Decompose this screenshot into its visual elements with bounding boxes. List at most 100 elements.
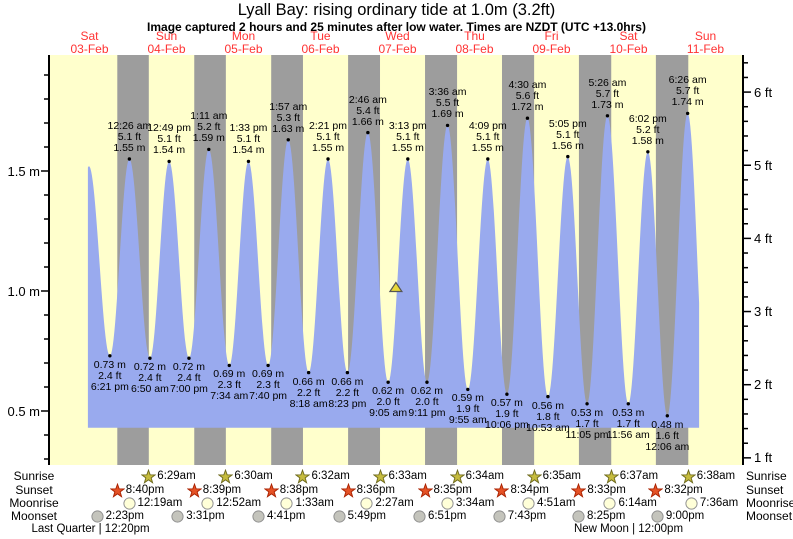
sunrise-row-label-right: Sunrise [746, 469, 787, 483]
low-tide-annotation: 0.69 m 2.3 ft 7:40 pm [233, 369, 303, 402]
low-tide-point-dot [345, 370, 350, 375]
low-tide-annotation-line: 2.0 ft [376, 396, 400, 409]
low-tide-annotation-line: 8:23 pm [328, 397, 367, 410]
low-tide-annotation-line: 10:53 am [526, 421, 570, 434]
low-tide-annotation-line: 0.53 m [570, 406, 604, 419]
moonrise-time: 12:19am [137, 496, 183, 509]
low-tide-annotation: 0.62 m 2.0 ft 9:11 pm [392, 386, 462, 419]
low-tide-annotation-line: 0.73 m [93, 358, 126, 371]
sunset-time: 8:35pm [433, 483, 472, 496]
moonset-event: 2:23pm [90, 509, 144, 524]
high-tide-annotation-line: 5.7 ft [675, 85, 700, 98]
day-name: Sat [80, 29, 99, 43]
high-tide-point-dot [127, 157, 132, 161]
moonset-icon [333, 509, 346, 523]
high-tide-annotation-line: 1.66 m [351, 115, 384, 128]
day-name: Sun [155, 29, 178, 43]
sunset-event: 8:35pm [417, 482, 472, 498]
low-tide-annotation: 0.56 m 1.8 ft 10:53 am [513, 399, 583, 434]
moonset-icon [252, 509, 265, 523]
sunset-icon [186, 482, 202, 498]
high-tide-annotation-line: 1.54 m [232, 144, 265, 157]
moonset-time: 3:31pm [186, 509, 225, 522]
moonset-event: 8:25pm [571, 509, 625, 524]
sunset-icon [340, 482, 356, 498]
moonrise-time: 6:14am [618, 496, 657, 509]
low-tide-annotation: 0.69 m 2.3 ft 7:34 am [194, 369, 264, 402]
high-tide-annotation: 4:30 am 5.6 ft 1.72 m [492, 80, 562, 113]
moonset-time: 9:00pm [665, 509, 705, 522]
high-tide-point-dot [646, 150, 650, 154]
high-tide-annotation: 6:02 pm 5.2 ft 1.58 m [613, 113, 683, 147]
high-tide-annotation-line: 3:36 am [428, 86, 467, 99]
high-tide-point-dot [685, 111, 690, 116]
high-tide-annotation: 12:49 pm 5.1 ft 1.54 m [134, 123, 204, 156]
low-tide-annotation: 0.66 m 2.2 ft 8:23 pm [312, 375, 382, 410]
right-axis-tick-label: 2 ft [754, 377, 773, 393]
low-tide-annotation-line: 0.66 m [331, 375, 364, 388]
moonrise-event: 3:34am [440, 496, 494, 511]
sunset-time: 8:38pm [279, 483, 319, 496]
sunrise-event: 6:29am [141, 468, 196, 484]
high-tide-point-dot [445, 123, 450, 128]
high-tide-annotation-line: 1.69 m [431, 108, 464, 121]
low-tide-point-dot [266, 363, 270, 368]
sunset-event: 8:36pm [340, 482, 395, 498]
high-tide-annotation: 5:26 am 5.7 ft 1.73 m [572, 77, 642, 111]
low-tide-annotation-line: 0.72 m [133, 361, 166, 374]
moonrise-event: 6:14am [602, 496, 657, 511]
sunrise-time: 6:29am [157, 469, 196, 482]
moonrise-event: 1:33am [279, 496, 334, 511]
day-date: 10-Feb [609, 42, 648, 56]
low-tide-annotation-line: 2.4 ft [138, 372, 162, 385]
day-label: Mon 05-Feb [202, 30, 286, 56]
high-tide-annotation-line: 12:49 pm [147, 122, 191, 135]
low-tide-annotation: 0.66 m 2.2 ft 8:18 am [274, 376, 344, 410]
low-tide-annotation-line: 0.59 m [451, 392, 484, 405]
low-tide-point-dot [148, 356, 152, 360]
high-tide-annotation-line: 5:05 pm [548, 117, 587, 130]
high-tide-annotation-line: 5.1 ft [316, 131, 340, 143]
sunrise-time: 6:30am [234, 469, 273, 482]
moonset-icon [493, 509, 506, 523]
sunset-time: 8:32pm [664, 483, 703, 496]
low-tide-annotation-line: 8:18 am [289, 397, 328, 410]
sunset-event: 8:38pm [263, 482, 319, 498]
sunrise-time: 6:35am [542, 469, 581, 482]
low-tide-annotation-line: 7:34 am [210, 390, 249, 403]
moonrise-event: 7:36am [684, 496, 738, 511]
moonset-event: 4:41pm [251, 509, 305, 524]
high-tide-annotation: 3:13 pm 5.1 ft 1.55 m [373, 121, 443, 154]
high-tide-annotation: 1:11 am 5.2 ft 1.59 m [174, 111, 244, 144]
low-tide-annotation-line: 0.69 m [213, 368, 246, 381]
low-tide-annotation-line: 9:55 am [448, 414, 487, 427]
low-tide-annotation-line: 10:06 pm [485, 419, 529, 432]
sunrise-time: 6:33am [388, 469, 427, 482]
sunrise-event: 6:38am [680, 468, 735, 484]
day-date: 09-Feb [532, 42, 571, 56]
moonrise-time: 7:36am [699, 496, 739, 509]
moonset-event: 9:00pm [650, 509, 704, 524]
low-tide-annotation-line: 0.69 m [252, 368, 285, 381]
moonrise-icon [603, 496, 617, 510]
high-tide-point-dot [167, 159, 171, 164]
high-tide-annotation-line: 4:09 pm [468, 120, 507, 132]
high-tide-annotation-line: 1.55 m [311, 142, 345, 154]
left-axis-tick-label: 1.0 m [7, 283, 40, 299]
high-tide-point-dot [286, 138, 290, 142]
moonrise-event: 4:51am [521, 496, 575, 511]
high-tide-annotation: 2:21 pm 5.1 ft 1.55 m [293, 121, 363, 154]
low-tide-point-dot [626, 402, 630, 406]
low-tide-annotation-line: 11:05 pm [565, 428, 609, 441]
low-tide-annotation-line: 0.56 m [531, 399, 564, 412]
high-tide-annotation: 5:05 pm 5.1 ft 1.56 m [533, 117, 603, 152]
high-tide-annotation: 3:36 am 5.5 ft 1.69 m [413, 87, 483, 120]
low-tide-annotation-line: 1.6 ft [655, 429, 679, 442]
day-label: Sun 04-Feb [125, 30, 209, 56]
low-tide-annotation-line: 2.3 ft [217, 379, 241, 392]
low-tide-point-dot [227, 363, 231, 368]
moonset-icon [651, 509, 664, 523]
low-tide-annotation: 0.48 m 1.6 ft 12:06 am [632, 419, 702, 453]
day-name: Sat [619, 29, 638, 43]
low-tide-annotation-line: 2.4 ft [177, 372, 201, 385]
